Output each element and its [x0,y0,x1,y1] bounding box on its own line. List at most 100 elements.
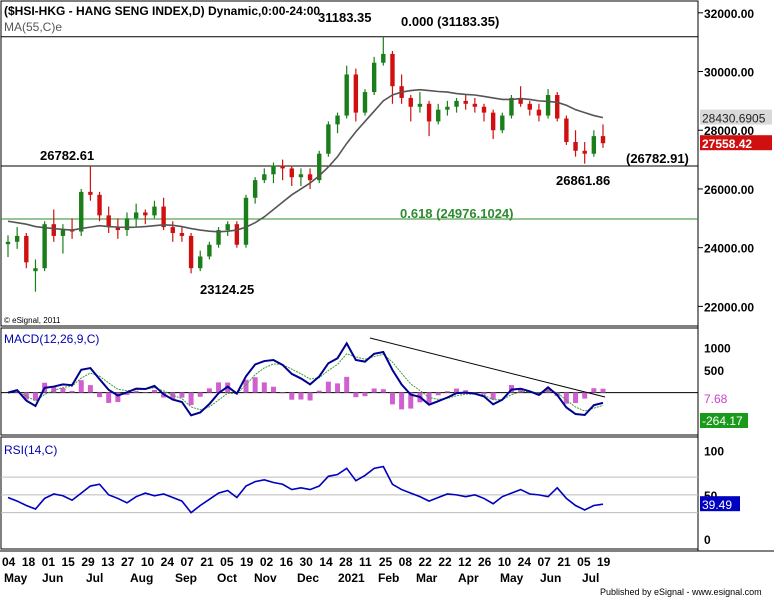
candle-body [152,206,157,216]
candle-body [545,95,551,116]
macd-hist-bar [197,392,203,397]
macd-hist-bar [518,388,524,393]
candle-body [216,230,221,245]
macd-hist-bar [106,392,112,403]
x-month-label: Dec [297,571,319,585]
ma55-line [7,88,604,233]
candle-body [33,268,38,272]
candle-body [5,241,11,245]
x-day-label: 25 [379,555,393,569]
candle-body [207,244,212,257]
macd-hist-bar [216,382,222,393]
rsi-value-label: 39.49 [702,498,732,512]
macd-hist-bar [573,392,579,404]
x-month-label: Jul [86,571,103,585]
candle-body [42,224,47,269]
macd-hist-bar [142,392,148,393]
x-month-label: May [4,571,28,585]
footer-label: Published by eSignal - www.esignal.com [600,587,762,597]
candle-body [170,227,175,233]
price-ytick-label: 32000.00 [704,7,754,21]
macd-hist-bar [399,392,405,410]
macd-ytick-label: 1000 [704,342,731,356]
x-month-label: Jun [42,571,63,585]
rsi-panel [0,436,699,550]
macd-hist-bar [298,392,304,400]
macd-hist-bar [179,392,185,398]
candle-body [14,235,20,242]
candle-body [143,212,148,216]
price-ytick-label: 22000.00 [704,300,754,314]
candle-body [436,109,441,122]
candle-body [472,103,478,107]
price-ytick-label: 30000.00 [704,66,754,80]
candle-body [536,109,542,116]
candle-body [225,224,230,231]
x-day-label: 08 [399,555,413,569]
last-value-label: 27558.42 [702,137,752,151]
macd-hist-bar [582,392,588,399]
x-day-label: 10 [141,555,155,569]
candle-body [252,180,258,198]
price-ytick-label: 26000.00 [704,183,754,197]
x-day-label: 11 [359,555,372,569]
last-value-box [700,135,772,151]
x-day-label: 24 [161,555,175,569]
x-month-label: Nov [254,571,277,585]
macd-line [7,341,604,417]
candle-body [97,194,102,216]
macd-hist-bar [389,392,395,405]
price-panel [0,0,699,327]
macd-hist-bar [490,392,496,400]
x-day-label: 05 [577,555,591,569]
macd-hist-bar [435,392,441,396]
macd-hist-bar [252,377,258,393]
macd-hist-bar [380,389,386,393]
macd-hist-bar [60,388,66,393]
x-day-label: 24 [518,555,532,569]
candle-body [106,215,111,228]
candle-body [88,191,93,195]
candle-body [133,212,139,219]
macd-hist-bar [344,376,350,393]
ma-label: MA(55,C)e [4,20,62,34]
candle-body [500,115,505,131]
candle-body [362,92,368,113]
macd-hist-box [700,392,736,406]
annotation-low: 23124.25 [200,282,254,297]
macd-hist-bar [261,382,267,393]
macd-hist-bar [600,388,606,393]
macd-hist-bar [243,379,249,393]
x-day-label: 28 [339,555,353,569]
rsi-line [7,465,604,514]
macd-hist-bar [206,388,212,393]
x-month-label: Mar [416,571,438,585]
macd-hist-bar [325,381,331,393]
chart-title: ($HSI-HKG - HANG SENG INDEX,D) Dynamic,0… [4,4,320,18]
macd-hist-bar [463,390,469,393]
x-month-label: Sep [175,571,197,585]
candle-body [381,53,386,63]
candle-body [335,115,340,125]
rsi-layer [1,465,698,514]
macd-hist-bar [151,389,157,393]
x-day-label: 01 [42,555,56,569]
candle-body [417,103,423,107]
candle-body [234,224,240,245]
macd-hist-bar [371,388,377,393]
candle-body [371,62,377,93]
candle-body [280,165,285,169]
candle-body [344,74,349,116]
candle-body [390,53,395,87]
candle-body [298,174,304,178]
x-day-label: 10 [498,555,512,569]
x-month-label: May [500,571,524,585]
x-month-label: Apr [458,571,479,585]
candle-body [564,118,569,142]
x-day-label: 18 [22,555,36,569]
x-day-label: 21 [200,555,214,569]
x-day-label: 04 [2,555,16,569]
macd-hist-bar [115,392,121,402]
x-day-label: 30 [300,555,314,569]
